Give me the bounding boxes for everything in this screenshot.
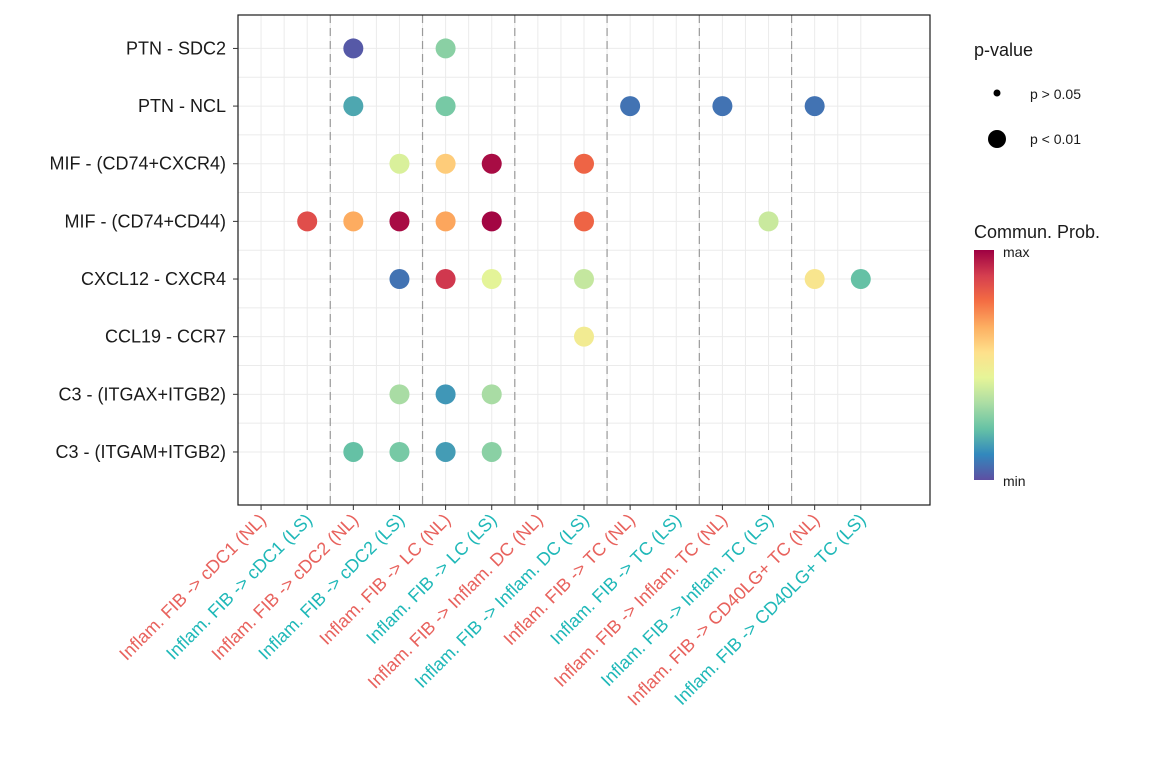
data-points: [297, 38, 871, 462]
y-tick-label: CCL19 - CCR7: [105, 327, 226, 347]
data-point: [712, 96, 733, 117]
y-tick-label: PTN - SDC2: [126, 38, 226, 58]
data-point: [343, 38, 364, 59]
y-tick-label: MIF - (CD74+CXCR4): [49, 154, 226, 174]
data-point: [804, 269, 825, 290]
y-axis-tick-labels: PTN - SDC2 PTN - NCL MIF - (CD74+CXCR4) MIF…: [49, 38, 226, 462]
data-point: [435, 384, 456, 405]
data-point: [435, 96, 456, 117]
data-point: [620, 96, 641, 117]
grid-layer: [238, 15, 930, 505]
data-point: [389, 211, 410, 232]
data-point: [343, 441, 364, 462]
legend: p-value p > 0.05 p < 0.01 Commun. Prob. …: [974, 40, 1100, 489]
pvalue-legend-label-small: p > 0.05: [1030, 86, 1081, 102]
data-point: [481, 269, 502, 290]
data-point: [343, 96, 364, 117]
data-point: [297, 211, 318, 232]
data-point: [574, 269, 594, 290]
colorbar: [974, 250, 994, 480]
pvalue-legend-label-large: p < 0.01: [1030, 131, 1081, 147]
data-point: [435, 441, 456, 462]
data-point: [574, 326, 594, 347]
pvalue-legend-key-small: [993, 89, 1001, 97]
y-tick-label: CXCL12 - CXCR4: [81, 269, 226, 289]
y-tick-label: C3 - (ITGAM+ITGB2): [55, 442, 226, 462]
colorbar-max-label: max: [1003, 244, 1029, 260]
data-point: [481, 211, 502, 232]
axis-ticks: [233, 47, 862, 510]
data-point: [758, 211, 779, 232]
data-point: [481, 441, 502, 462]
x-axis-tick-labels: Inflam. FIB -> cDC1 (NL)Inflam. FIB -> c…: [115, 510, 869, 710]
color-legend-title: Commun. Prob.: [974, 222, 1100, 242]
data-point: [850, 269, 871, 290]
data-point: [435, 153, 456, 174]
pvalue-legend-key-large: [988, 130, 1006, 148]
data-point: [389, 153, 410, 174]
pvalue-legend-title: p-value: [974, 40, 1033, 60]
data-point: [481, 384, 502, 405]
data-point: [435, 38, 456, 59]
group-separators: [329, 15, 793, 505]
y-tick-label: C3 - (ITGAX+ITGB2): [58, 384, 226, 404]
data-point: [343, 211, 364, 232]
data-point: [804, 96, 825, 117]
data-point: [389, 384, 410, 405]
y-tick-label: PTN - NCL: [138, 96, 226, 116]
data-point: [574, 153, 594, 174]
data-point: [389, 441, 410, 462]
data-point: [481, 153, 502, 174]
data-point: [574, 211, 594, 232]
data-point: [435, 269, 456, 290]
y-tick-label: MIF - (CD74+CD44): [64, 211, 226, 231]
colorbar-min-label: min: [1003, 473, 1026, 489]
data-point: [389, 269, 410, 290]
data-point: [435, 211, 456, 232]
